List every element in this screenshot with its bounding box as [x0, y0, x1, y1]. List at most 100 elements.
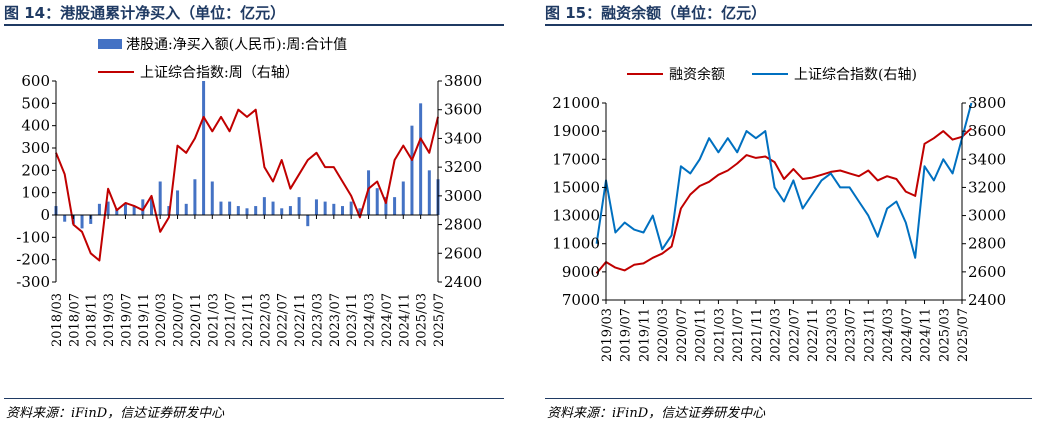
x-tick-label: 2024/07 [380, 293, 395, 347]
bar [80, 215, 84, 229]
y-right-tick-label: 2400 [444, 273, 482, 291]
right-source-rule [545, 398, 1032, 399]
x-tick-label: 2021/11 [750, 308, 765, 362]
x-tick-label: 2021/03 [206, 293, 221, 347]
x-tick-label: 2023/07 [328, 293, 343, 347]
y-left-tick-label: 21000 [552, 94, 600, 112]
left-source-note: 资料来源：iFinD，信达证券研发中心 [6, 406, 225, 421]
x-tick-label: 2025/03 [415, 293, 430, 347]
y-right-tick-label: 3200 [968, 178, 1006, 196]
bar [410, 125, 414, 215]
x-tick-label: 2024/03 [881, 308, 896, 362]
y-left-tick-label: 0 [40, 206, 50, 224]
bar [132, 206, 136, 215]
bar [219, 201, 223, 215]
y-left-tick-label: -100 [16, 228, 50, 246]
bar [106, 201, 110, 215]
x-tick-label: 2021/07 [731, 308, 746, 362]
y-left-tick-label: 500 [21, 94, 50, 112]
x-tick-label: 2020/11 [694, 308, 709, 362]
bar [97, 203, 101, 215]
x-tick-label: 2020/11 [189, 293, 204, 347]
y-left-tick-label: 400 [21, 117, 50, 135]
bar [384, 197, 388, 215]
bar [306, 215, 310, 227]
bar [271, 201, 275, 215]
series-line-1 [55, 108, 439, 262]
x-tick-label: 2023/11 [345, 293, 360, 347]
series-line-0 [595, 127, 973, 274]
bar [236, 206, 240, 215]
bar [314, 199, 318, 215]
legend-label: 港股通:净买入额(人民币):周:合计值 [126, 37, 347, 53]
bar [393, 197, 397, 215]
legend-label: 上证综合指数:周（右轴） [140, 65, 299, 81]
x-tick-label: 2018/07 [67, 293, 82, 347]
bar [184, 203, 188, 215]
y-right-tick-label: 2800 [968, 235, 1006, 253]
left-source-rule [4, 398, 504, 399]
x-tick-label: 2024/07 [900, 308, 915, 362]
bar [375, 188, 379, 215]
bar [367, 170, 371, 215]
x-tick-label: 2021/11 [241, 293, 256, 347]
bar [158, 181, 162, 215]
x-tick-label: 2023/03 [825, 308, 840, 362]
bar [280, 208, 284, 215]
bar [349, 201, 353, 215]
y-right-tick-label: 2800 [444, 216, 482, 234]
x-tick-label: 2020/07 [675, 308, 690, 362]
y-left-tick-label: 200 [21, 161, 50, 179]
bar [245, 208, 249, 215]
y-right-tick-label: 3000 [968, 207, 1006, 225]
y-left-tick-label: 11000 [552, 235, 600, 253]
y-left-tick-label: -200 [16, 251, 50, 269]
legend-swatch [98, 39, 122, 49]
left-title-rule [4, 24, 504, 26]
x-tick-label: 2024/03 [363, 293, 378, 347]
y-right-tick-label: 2400 [968, 291, 1006, 309]
bar [202, 81, 206, 215]
bar [150, 197, 153, 215]
bar [297, 197, 301, 215]
y-right-tick-label: 3800 [968, 94, 1006, 112]
bar [141, 199, 145, 215]
bar [254, 206, 258, 215]
bar [228, 201, 232, 215]
bar [193, 179, 197, 215]
y-left-tick-label: 9000 [562, 263, 600, 281]
bar [89, 215, 93, 224]
bar [323, 201, 327, 215]
bar [63, 215, 67, 222]
x-tick-label: 2020/03 [154, 293, 169, 347]
x-tick-label: 2019/07 [119, 293, 134, 347]
y-left-tick-label: 100 [21, 184, 50, 202]
x-tick-label: 2020/07 [172, 293, 187, 347]
x-tick-label: 2022/07 [787, 308, 802, 362]
right-source-note: 资料来源：iFinD，信达证券研发中心 [547, 406, 766, 421]
x-tick-label: 2019/11 [137, 293, 152, 347]
x-tick-label: 2018/11 [85, 293, 100, 347]
x-tick-label: 2019/07 [619, 308, 634, 362]
y-left-tick-label: -300 [16, 273, 50, 291]
y-right-tick-label: 2600 [968, 263, 1006, 281]
bar [427, 170, 431, 215]
x-tick-label: 2022/03 [769, 308, 784, 362]
x-tick-label: 2021/03 [712, 308, 727, 362]
bar [115, 208, 119, 215]
y-left-tick-label: 19000 [552, 122, 600, 140]
right-panel-title: 图 15：融资余额（单位：亿元） [545, 4, 767, 22]
left-panel-title: 图 14：港股通累计净买入（单位：亿元） [4, 4, 286, 22]
x-tick-label: 2022/03 [258, 293, 273, 347]
bar [123, 203, 127, 215]
x-tick-label: 2024/11 [919, 308, 934, 362]
x-tick-label: 2023/11 [862, 308, 877, 362]
x-tick-label: 2019/11 [637, 308, 652, 362]
y-right-tick-label: 3400 [444, 129, 482, 147]
y-right-tick-label: 3200 [444, 158, 482, 176]
x-tick-label: 2025/07 [956, 308, 971, 362]
x-tick-label: 2024/11 [397, 293, 412, 347]
right-title-rule [545, 24, 1032, 26]
